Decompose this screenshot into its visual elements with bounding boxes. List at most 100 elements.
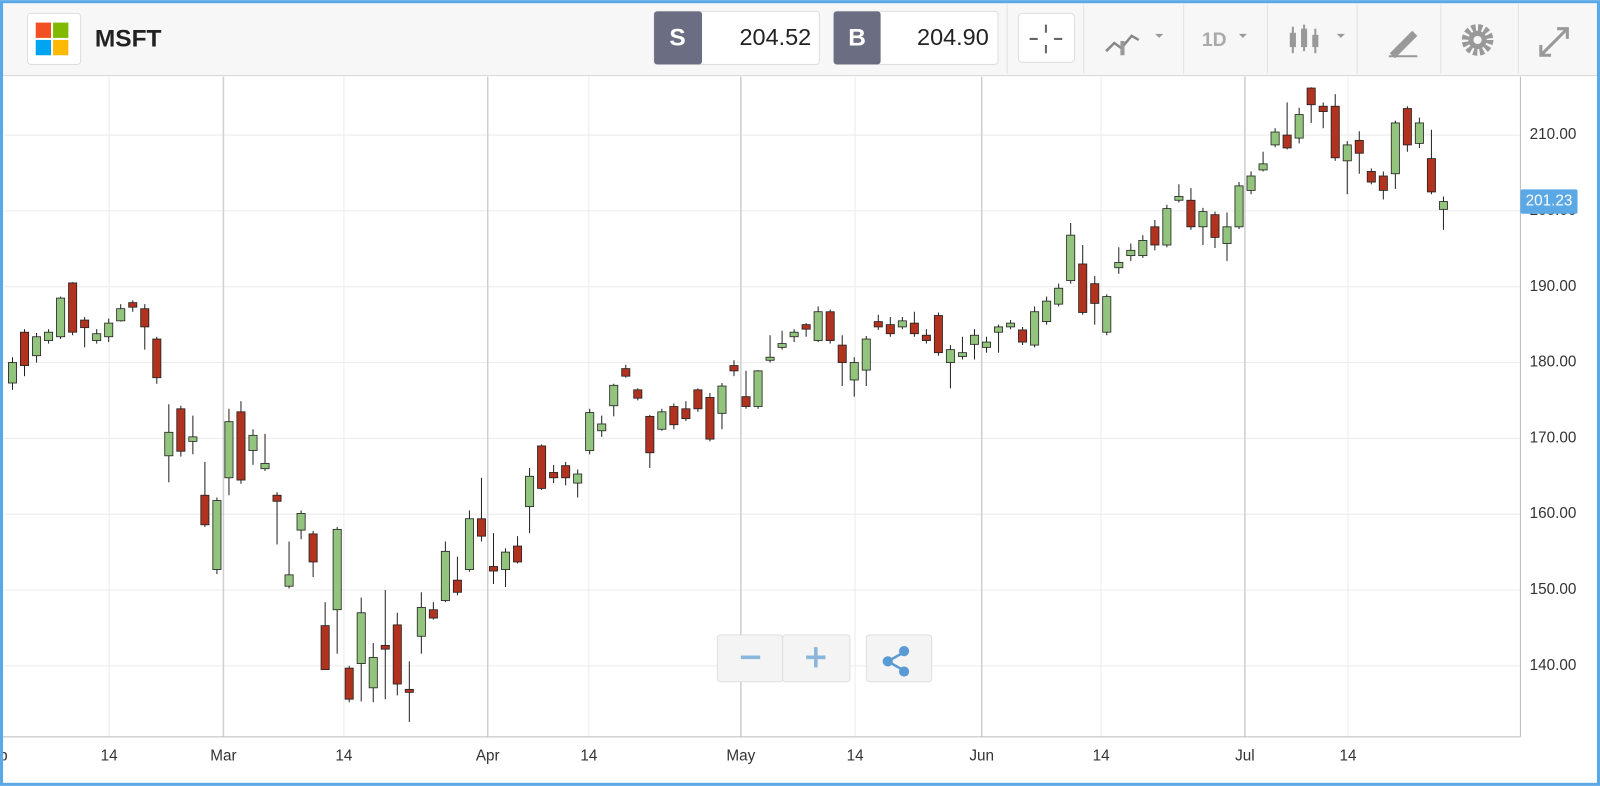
candle-body	[693, 389, 703, 410]
candle-body	[392, 624, 402, 685]
candle-body	[1198, 211, 1208, 228]
indicators-button[interactable]	[1105, 33, 1164, 56]
candle-body	[982, 341, 991, 348]
candle-body	[909, 322, 919, 335]
candle-body	[801, 324, 811, 330]
candle-body	[1234, 185, 1244, 228]
candle-body	[8, 362, 17, 384]
candle-body	[501, 551, 511, 570]
candle-body	[224, 421, 234, 479]
x-tick-label: Apr	[476, 747, 500, 764]
candle-body	[1090, 283, 1100, 304]
candle-body	[645, 415, 655, 454]
candle-body	[1006, 322, 1016, 328]
candle-body	[1066, 234, 1076, 282]
candle-body	[260, 462, 270, 470]
candle-body	[236, 411, 246, 481]
buy-button[interactable]: B 204.90	[833, 10, 999, 65]
candle-body	[1426, 158, 1436, 193]
candle-body	[1342, 144, 1352, 162]
candle-body	[440, 550, 450, 602]
candle-body	[525, 475, 535, 508]
candle-body	[1054, 287, 1064, 305]
sell-price: 204.52	[739, 24, 811, 50]
candle-body	[669, 406, 679, 426]
candle-body	[200, 494, 210, 526]
candle-body	[368, 657, 378, 689]
candle-body	[320, 625, 330, 671]
candle-body	[476, 518, 486, 537]
candle-body	[1102, 296, 1112, 333]
candle-body	[92, 333, 102, 341]
candle-body	[1306, 87, 1316, 106]
zoom-out-button[interactable]	[716, 634, 784, 683]
candle-body	[140, 308, 150, 328]
candle-body	[1402, 108, 1412, 146]
candle-body	[597, 423, 607, 432]
candle-body	[513, 545, 523, 563]
x-tick-label: 14	[1093, 747, 1111, 764]
candle-body	[1114, 262, 1124, 269]
candle-body	[1210, 214, 1220, 238]
candle-body	[1042, 300, 1052, 322]
candle-body	[344, 667, 354, 700]
y-tick-label: 160.00	[1530, 505, 1577, 522]
x-tick-label: May	[726, 747, 755, 764]
candle-body	[489, 566, 498, 572]
logo	[27, 12, 82, 65]
candle-body	[1414, 122, 1424, 144]
draw-button[interactable]	[1388, 30, 1418, 59]
y-tick-label: 150.00	[1530, 581, 1577, 598]
candle-body	[885, 324, 895, 335]
candle-body	[1222, 226, 1232, 244]
candle-body	[104, 322, 114, 338]
candle-body	[561, 465, 571, 479]
candle-body	[44, 331, 54, 341]
candle-body	[284, 574, 294, 587]
candle-body	[188, 436, 198, 442]
candle-body	[837, 344, 847, 363]
settings-button[interactable]	[1461, 24, 1494, 56]
candle-body	[380, 644, 390, 650]
x-tick-label: 14	[580, 747, 598, 764]
candle-body	[128, 302, 138, 308]
candle-body	[1438, 201, 1448, 210]
candle-body	[68, 282, 78, 333]
candles	[8, 87, 1448, 722]
candle-body	[633, 389, 643, 399]
price-tag-layer: 201.23	[1520, 189, 1578, 214]
fullscreen-button[interactable]	[1539, 27, 1569, 57]
interval-button[interactable]: 1D	[1202, 29, 1247, 51]
candle-body	[585, 412, 595, 451]
x-tick-label: Mar	[210, 747, 236, 764]
candle-body	[1282, 134, 1292, 149]
candle-body	[813, 311, 823, 341]
candle-body	[164, 431, 174, 457]
candle-body	[957, 352, 967, 357]
candle-body	[32, 336, 42, 357]
candle-body	[729, 365, 739, 372]
interval: 1D	[1202, 29, 1227, 51]
last-price-tag	[1520, 189, 1578, 214]
candle-body	[741, 396, 751, 407]
chart-type-button[interactable]	[1289, 24, 1345, 54]
y-tick-label: 190.00	[1530, 278, 1577, 295]
candle-body	[994, 326, 1004, 333]
candle-body	[1390, 122, 1400, 175]
x-tick-label: 14	[1339, 747, 1357, 764]
candle-body	[1162, 208, 1172, 246]
candle-body	[356, 612, 366, 664]
crosshair-button[interactable]	[1017, 12, 1076, 63]
candle-body	[657, 411, 667, 430]
candle-body	[1138, 240, 1148, 257]
candle-body	[777, 343, 787, 348]
sell-button[interactable]: S 204.52	[653, 10, 820, 65]
zoom-in-button[interactable]	[782, 634, 851, 683]
share-button[interactable]	[865, 634, 933, 683]
candle-body	[537, 445, 547, 489]
candle-body	[1366, 171, 1376, 183]
candle-body	[1318, 105, 1328, 112]
x-tick-label: Jun	[969, 747, 994, 764]
